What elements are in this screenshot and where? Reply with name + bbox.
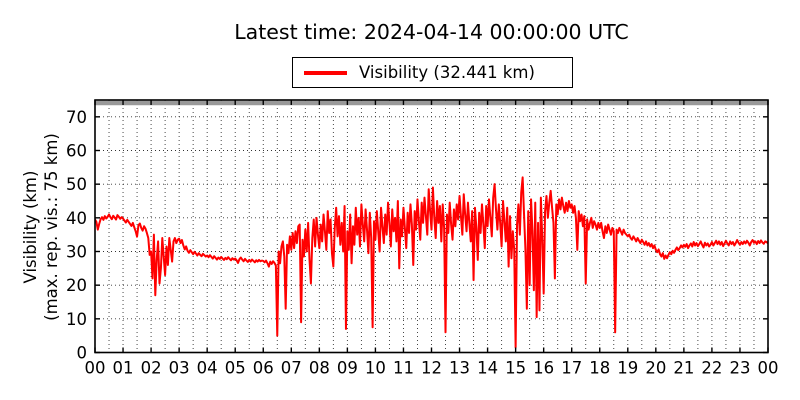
- x-tick-label: 18: [589, 359, 610, 378]
- y-tick-label: 10: [66, 310, 87, 329]
- y-tick-label: 30: [66, 243, 87, 262]
- x-tick-label: 09: [337, 359, 358, 378]
- x-tick-label: 19: [617, 359, 638, 378]
- legend-line-sample: [304, 70, 347, 75]
- y-tick-label: 60: [66, 142, 87, 161]
- y-tick-label: 50: [66, 175, 87, 194]
- visibility-series-line: [95, 176, 768, 349]
- x-tick-label: 14: [477, 359, 498, 378]
- chart-title: Latest time: 2024-04-14 00:00:00 UTC: [234, 20, 629, 44]
- x-tick-label: 03: [169, 359, 190, 378]
- x-tick-label: 08: [309, 359, 330, 378]
- x-tick-label: 16: [533, 359, 554, 378]
- x-tick-label: 07: [281, 359, 302, 378]
- x-tick-label: 22: [701, 359, 722, 378]
- legend: Visibility (32.441 km): [292, 57, 573, 88]
- x-tick-label: 10: [365, 359, 386, 378]
- x-tick-label: 02: [141, 359, 162, 378]
- x-tick-label: 15: [505, 359, 526, 378]
- x-tick-label: 23: [729, 359, 750, 378]
- x-tick-label: 20: [645, 359, 666, 378]
- x-tick-label: 11: [393, 359, 414, 378]
- x-tick-label: 04: [197, 359, 218, 378]
- x-tick-label: 06: [253, 359, 274, 378]
- x-tick-label: 01: [113, 359, 134, 378]
- x-tick-label: 05: [225, 359, 246, 378]
- y-tick-label: 70: [66, 108, 87, 127]
- x-tick-label: 21: [673, 359, 694, 378]
- y-tick-label: 40: [66, 209, 87, 228]
- x-tick-label: 00: [85, 359, 106, 378]
- x-tick-label: 12: [421, 359, 442, 378]
- x-tick-label: 00: [758, 359, 779, 378]
- y-tick-label: 0: [77, 344, 88, 363]
- legend-label: Visibility (32.441 km): [359, 63, 535, 82]
- x-tick-label: 17: [561, 359, 582, 378]
- y-tick-label: 20: [66, 276, 87, 295]
- x-tick-label: 13: [449, 359, 470, 378]
